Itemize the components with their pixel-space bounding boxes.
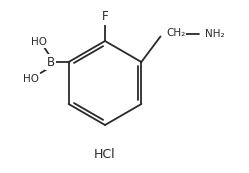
Text: HO: HO [23, 74, 39, 84]
Text: CH₂: CH₂ [167, 28, 186, 38]
Text: NH₂: NH₂ [204, 29, 224, 39]
Text: F: F [102, 11, 108, 24]
Text: HO: HO [31, 37, 47, 47]
Text: HCl: HCl [94, 148, 116, 162]
Text: B: B [47, 56, 55, 69]
